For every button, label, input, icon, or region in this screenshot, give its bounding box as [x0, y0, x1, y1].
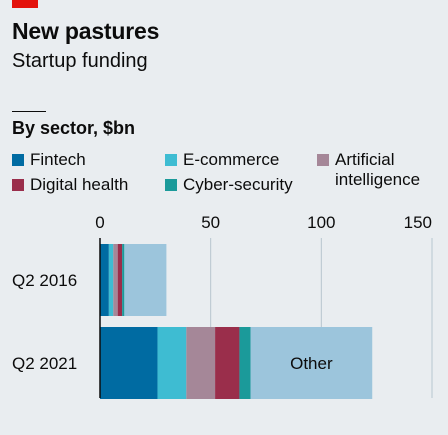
legend-swatch — [165, 154, 177, 166]
legend-swatch — [165, 179, 177, 191]
bar-segment — [157, 327, 187, 399]
bar-segment — [100, 327, 158, 399]
category-label: Q2 2016 — [12, 271, 77, 290]
legend-label: Fintech — [30, 150, 86, 169]
bar-segment — [215, 327, 240, 399]
bar-segment — [113, 244, 118, 316]
bar-annotation: Other — [290, 354, 333, 373]
bar-segment — [186, 327, 216, 399]
x-tick-label: 0 — [95, 213, 104, 232]
bar-segment — [124, 244, 167, 316]
legend-swatch — [12, 179, 24, 191]
legend-item-digital-health: Digital health — [12, 175, 128, 195]
chart-title: New pastures — [12, 18, 160, 44]
legend-item-ai: Artificial intelligence — [317, 150, 420, 190]
bar-segment — [117, 244, 123, 316]
legend-label: Digital health — [30, 175, 129, 194]
legend-swatch — [317, 154, 329, 166]
legend-item-cyber-security: Cyber-security — [165, 175, 293, 195]
bar-segment — [100, 244, 109, 316]
legend-item-fintech: Fintech — [12, 150, 86, 170]
bar-segment — [250, 327, 373, 399]
bar-segment — [239, 327, 251, 399]
brand-tag — [12, 0, 38, 8]
x-tick-label: 100 — [307, 213, 335, 232]
chart-subtitle: Startup funding — [12, 50, 148, 72]
legend-label: Cyber-security — [183, 175, 293, 194]
section-rule — [12, 111, 46, 112]
legend-label: E-commerce — [183, 150, 280, 169]
section-label: By sector, $bn — [12, 118, 136, 138]
x-tick-label: 150 — [404, 213, 432, 232]
legend-swatch — [12, 154, 24, 166]
bar-segment — [122, 244, 125, 316]
legend-item-ecommerce: E-commerce — [165, 150, 279, 170]
legend-label: Artificial intelligence — [335, 150, 421, 189]
bar-segment — [108, 244, 114, 316]
x-tick-label: 50 — [201, 213, 220, 232]
category-label: Q2 2021 — [12, 354, 77, 373]
